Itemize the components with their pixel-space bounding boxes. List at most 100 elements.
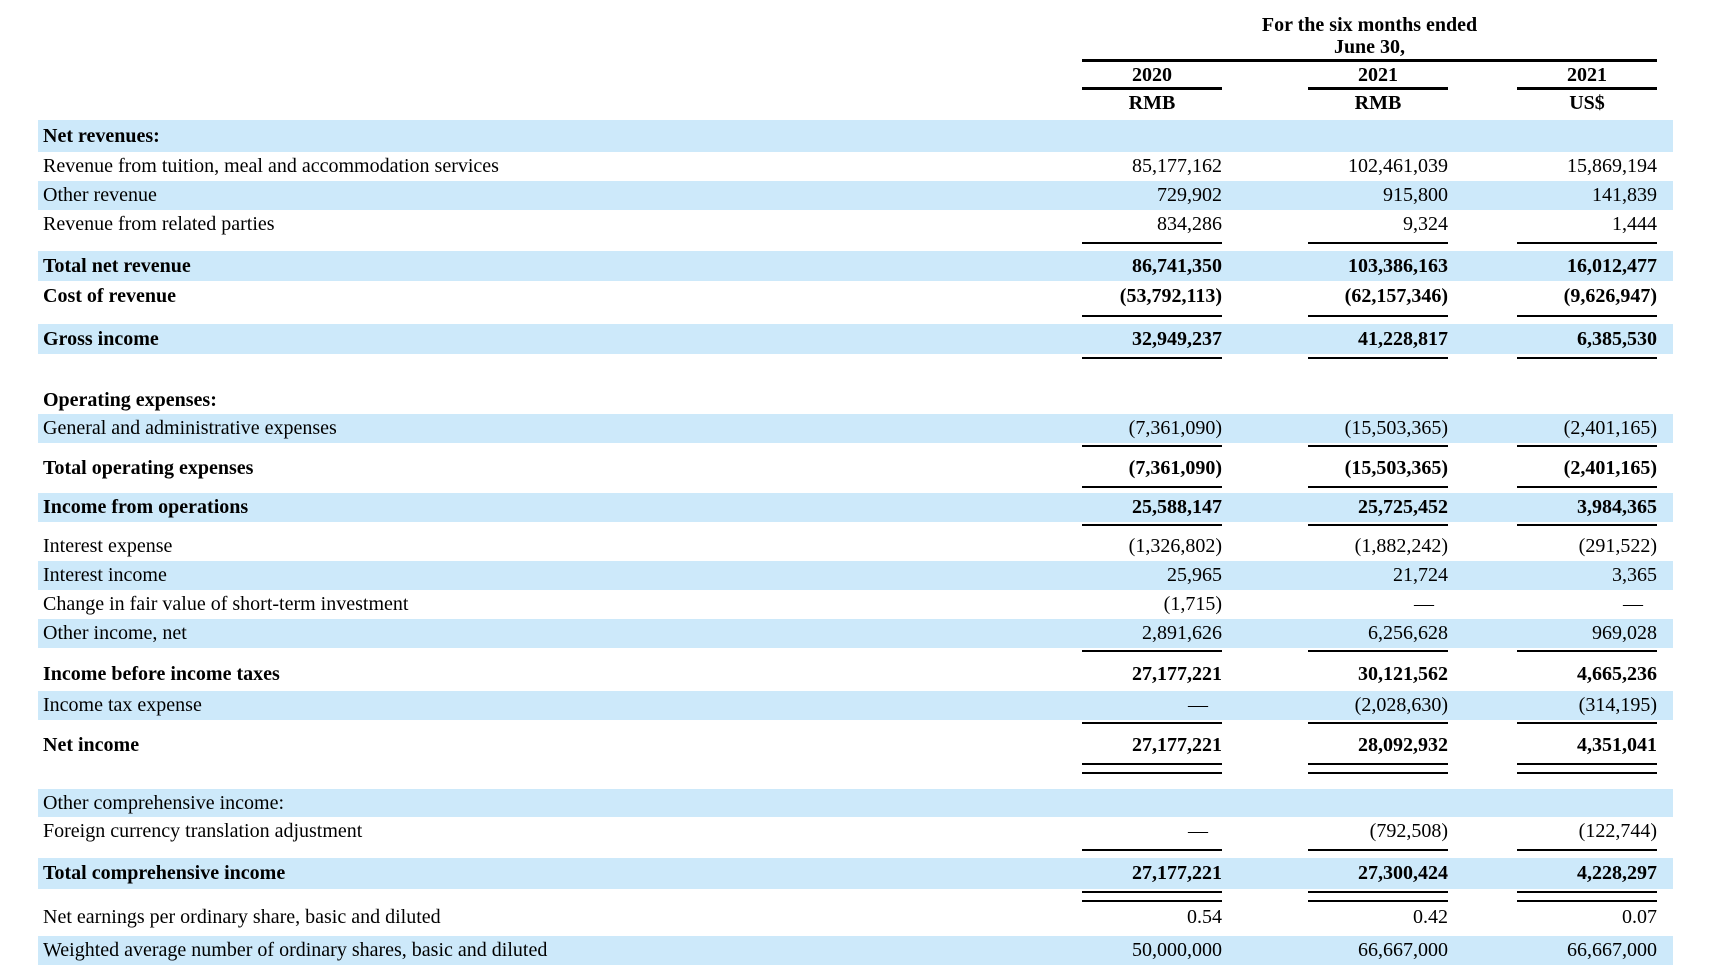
row-label: Income tax expense xyxy=(43,694,202,716)
row-gross-income: Gross income 32,949,237 41,228,817 6,385… xyxy=(38,324,1673,354)
value-2020-rmb: 834,286 xyxy=(1157,213,1222,235)
value-2021-usd: (9,626,947) xyxy=(1563,285,1657,307)
row-label: Change in fair value of short-term inves… xyxy=(43,593,409,615)
value-2021-usd: 1,444 xyxy=(1612,213,1657,235)
row-label: Revenue from related parties xyxy=(43,213,275,235)
row-label: Foreign currency translation adjustment xyxy=(43,820,363,842)
row-other-revenue: Other revenue 729,902 915,800 141,839 xyxy=(38,181,1673,210)
underline-row xyxy=(38,484,1673,493)
value-2021-usd: 4,665,236 xyxy=(1577,663,1657,685)
row-operating-expenses-header: Operating expenses: xyxy=(38,386,1673,414)
row-interest-expense: Interest expense (1,326,802) (1,882,242)… xyxy=(38,532,1673,561)
value-2020-rmb: (53,792,113) xyxy=(1119,285,1222,307)
row-label: Interest income xyxy=(43,564,167,586)
section-gap xyxy=(38,775,1673,789)
value-2021-rmb: 21,724 xyxy=(1393,564,1448,586)
row-label: Gross income xyxy=(43,328,159,350)
row-label: Other income, net xyxy=(43,622,187,644)
row-label: Interest expense xyxy=(43,535,173,557)
row-label: General and administrative expenses xyxy=(43,417,337,439)
underline-row xyxy=(38,312,1673,324)
value-2021-rmb: (2,028,630) xyxy=(1354,694,1448,716)
value-2021-rmb: 6,256,628 xyxy=(1368,622,1448,644)
value-2020-rmb: 86,741,350 xyxy=(1132,255,1222,277)
row-interest-income: Interest income 25,965 21,724 3,365 xyxy=(38,561,1673,590)
underline-row xyxy=(38,522,1673,532)
value-2021-rmb: (15,503,365) xyxy=(1344,457,1448,479)
value-2020-rmb: 2,891,626 xyxy=(1142,622,1222,644)
double-underline-row xyxy=(38,889,1673,903)
row-net-earnings-per-share: Net earnings per ordinary share, basic a… xyxy=(38,903,1673,931)
row-revenue-related-parties: Revenue from related parties 834,286 9,3… xyxy=(38,210,1673,239)
table-header-years: 2020 2021 2021 xyxy=(38,63,1673,90)
row-other-income-net: Other income, net 2,891,626 6,256,628 96… xyxy=(38,619,1673,648)
value-2020-rmb: — xyxy=(1188,820,1208,842)
period-heading-line2: June 30, xyxy=(1333,36,1406,58)
row-change-fair-value: Change in fair value of short-term inves… xyxy=(38,590,1673,619)
row-income-before-taxes: Income before income taxes 27,177,221 30… xyxy=(38,658,1673,691)
table-header-currencies: RMB RMB US$ xyxy=(38,90,1673,116)
value-2021-usd: (122,744) xyxy=(1578,820,1657,842)
value-2020-rmb: 729,902 xyxy=(1157,184,1222,206)
row-label: Other comprehensive income: xyxy=(43,792,285,814)
income-statement-table: For the six months ended June 30, 2020 2… xyxy=(38,0,1673,965)
value-2021-usd: (314,195) xyxy=(1578,694,1657,716)
value-2021-rmb: — xyxy=(1414,593,1434,615)
value-2021-usd: 66,667,000 xyxy=(1567,939,1657,961)
row-general-admin-expenses: General and administrative expenses (7,3… xyxy=(38,414,1673,443)
value-2020-rmb: — xyxy=(1188,694,1208,716)
underline-row xyxy=(38,648,1673,658)
double-underline-row xyxy=(38,761,1673,775)
row-label: Net revenues: xyxy=(43,125,160,147)
currency-col-2021-rmb: RMB xyxy=(1354,92,1402,114)
value-2020-rmb: (7,361,090) xyxy=(1128,457,1222,479)
table-header-period: For the six months ended June 30, xyxy=(38,14,1673,62)
value-2020-rmb: 27,177,221 xyxy=(1132,663,1222,685)
value-2021-usd: 3,365 xyxy=(1612,564,1657,586)
value-2020-rmb: (1,715) xyxy=(1163,593,1222,615)
value-2020-rmb: 27,177,221 xyxy=(1132,734,1222,756)
row-label: Cost of revenue xyxy=(43,285,176,307)
value-2021-rmb: 0.42 xyxy=(1413,906,1448,928)
row-revenue-tuition: Revenue from tuition, meal and accommoda… xyxy=(38,152,1673,181)
value-2021-usd: 16,012,477 xyxy=(1567,255,1657,277)
row-label: Revenue from tuition, meal and accommoda… xyxy=(43,155,499,177)
currency-col-2020: RMB xyxy=(1128,92,1176,114)
row-weighted-average-shares: Weighted average number of ordinary shar… xyxy=(38,936,1673,965)
value-2021-rmb: 30,121,562 xyxy=(1358,663,1448,685)
value-2021-usd: (2,401,165) xyxy=(1563,457,1657,479)
value-2021-rmb: (792,508) xyxy=(1369,820,1448,842)
period-heading: For the six months ended June 30, xyxy=(1082,14,1657,62)
underline-row xyxy=(38,239,1673,251)
value-2021-rmb: 9,324 xyxy=(1403,213,1448,235)
value-2021-rmb: 915,800 xyxy=(1383,184,1448,206)
value-2020-rmb: 50,000,000 xyxy=(1132,939,1222,961)
value-2021-rmb: (1,882,242) xyxy=(1354,535,1448,557)
value-2021-usd: 15,869,194 xyxy=(1567,155,1657,177)
row-total-net-revenue: Total net revenue 86,741,350 103,386,163… xyxy=(38,251,1673,281)
value-2020-rmb: 0.54 xyxy=(1187,906,1222,928)
value-2020-rmb: 25,588,147 xyxy=(1132,496,1222,518)
currency-col-2021-usd: US$ xyxy=(1569,92,1605,114)
value-2021-rmb: 41,228,817 xyxy=(1358,328,1448,350)
row-label: Income from operations xyxy=(43,496,249,518)
year-col-2020: 2020 xyxy=(1082,63,1222,90)
value-2021-rmb: 28,092,932 xyxy=(1358,734,1448,756)
value-2021-usd: 4,351,041 xyxy=(1577,734,1657,756)
year-col-2021-rmb: 2021 xyxy=(1308,63,1448,90)
row-foreign-currency-adjustment: Foreign currency translation adjustment … xyxy=(38,817,1673,846)
value-2021-rmb: 66,667,000 xyxy=(1358,939,1448,961)
row-label: Operating expenses: xyxy=(43,389,217,411)
value-2021-usd: 6,385,530 xyxy=(1577,328,1657,350)
row-net-revenues-header: Net revenues: xyxy=(38,120,1673,152)
value-2021-rmb: 103,386,163 xyxy=(1348,255,1448,277)
value-2021-usd: (2,401,165) xyxy=(1563,417,1657,439)
value-2020-rmb: (1,326,802) xyxy=(1128,535,1222,557)
value-2021-rmb: 102,461,039 xyxy=(1348,155,1448,177)
value-2020-rmb: 85,177,162 xyxy=(1132,155,1222,177)
row-label: Other revenue xyxy=(43,184,157,206)
row-total-comprehensive-income: Total comprehensive income 27,177,221 27… xyxy=(38,858,1673,889)
table-body: Net revenues: Revenue from tuition, meal… xyxy=(38,120,1673,965)
period-heading-line1: For the six months ended xyxy=(1261,14,1478,36)
value-2021-rmb: (15,503,365) xyxy=(1344,417,1448,439)
